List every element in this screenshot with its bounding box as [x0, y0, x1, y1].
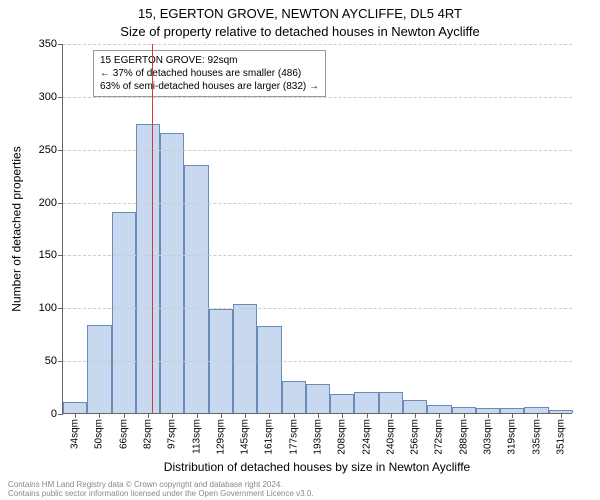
- gridline: [63, 44, 572, 45]
- xtick-label: 288sqm: [458, 419, 469, 455]
- xtick-mark: [318, 413, 319, 418]
- ytick-mark: [58, 308, 63, 309]
- xtick-mark: [197, 413, 198, 418]
- xtick-mark: [367, 413, 368, 418]
- histogram-bar: [306, 384, 330, 413]
- xtick-label: 97sqm: [167, 419, 178, 449]
- x-axis-label: Distribution of detached houses by size …: [62, 460, 572, 474]
- ytick-mark: [58, 97, 63, 98]
- gridline: [63, 97, 572, 98]
- annotation-line: ← 37% of detached houses are smaller (48…: [100, 67, 319, 80]
- annotation-line: 15 EGERTON GROVE: 92sqm: [100, 54, 319, 67]
- histogram-bar: [330, 394, 354, 413]
- footer-attribution: Contains HM Land Registry data © Crown c…: [8, 480, 314, 498]
- xtick-label: 50sqm: [94, 419, 105, 449]
- y-axis-label: Number of detached properties: [10, 44, 24, 414]
- xtick-mark: [488, 413, 489, 418]
- footer-line2: Contains public sector information licen…: [8, 489, 314, 498]
- xtick-label: 256sqm: [410, 419, 421, 455]
- xtick-mark: [99, 413, 100, 418]
- xtick-label: 335sqm: [531, 419, 542, 455]
- ytick-mark: [58, 414, 63, 415]
- xtick-label: 272sqm: [434, 419, 445, 455]
- xtick-mark: [148, 413, 149, 418]
- xtick-mark: [294, 413, 295, 418]
- xtick-mark: [269, 413, 270, 418]
- xtick-label: 82sqm: [143, 419, 154, 449]
- histogram-bar: [354, 392, 378, 413]
- histogram-bar: [282, 381, 306, 413]
- xtick-mark: [221, 413, 222, 418]
- xtick-mark: [342, 413, 343, 418]
- ytick-label: 50: [45, 355, 57, 367]
- xtick-mark: [415, 413, 416, 418]
- gridline: [63, 255, 572, 256]
- xtick-mark: [245, 413, 246, 418]
- histogram-bar: [427, 405, 451, 413]
- ytick-label: 300: [39, 91, 57, 103]
- xtick-label: 145sqm: [240, 419, 251, 455]
- histogram-bar: [379, 392, 403, 413]
- gridline: [63, 203, 572, 204]
- ytick-label: 350: [39, 38, 57, 50]
- xtick-mark: [537, 413, 538, 418]
- ytick-mark: [58, 361, 63, 362]
- xtick-mark: [464, 413, 465, 418]
- xtick-mark: [391, 413, 392, 418]
- xtick-mark: [439, 413, 440, 418]
- histogram-bar: [160, 133, 184, 413]
- xtick-mark: [75, 413, 76, 418]
- bars-layer: [63, 44, 572, 413]
- xtick-label: 193sqm: [313, 419, 324, 455]
- xtick-label: 303sqm: [483, 419, 494, 455]
- marker-line: [152, 44, 153, 413]
- gridline: [63, 308, 572, 309]
- gridline: [63, 361, 572, 362]
- xtick-label: 224sqm: [361, 419, 372, 455]
- xtick-label: 208sqm: [337, 419, 348, 455]
- xtick-label: 351sqm: [555, 419, 566, 455]
- xtick-label: 113sqm: [191, 419, 202, 454]
- xtick-label: 161sqm: [264, 419, 275, 455]
- ytick-label: 250: [39, 144, 57, 156]
- histogram-bar: [136, 124, 160, 413]
- ytick-label: 150: [39, 249, 57, 261]
- ytick-mark: [58, 44, 63, 45]
- ytick-mark: [58, 150, 63, 151]
- gridline: [63, 150, 572, 151]
- xtick-label: 319sqm: [507, 419, 518, 455]
- histogram-bar: [63, 402, 87, 413]
- chart-title-line1: 15, EGERTON GROVE, NEWTON AYCLIFFE, DL5 …: [0, 6, 600, 21]
- ytick-mark: [58, 255, 63, 256]
- ytick-label: 100: [39, 302, 57, 314]
- histogram-bar: [112, 212, 136, 413]
- ytick-label: 0: [51, 408, 57, 420]
- chart-container: 15, EGERTON GROVE, NEWTON AYCLIFFE, DL5 …: [0, 0, 600, 500]
- annotation-box: 15 EGERTON GROVE: 92sqm← 37% of detached…: [93, 50, 326, 97]
- annotation-line: 63% of semi-detached houses are larger (…: [100, 80, 319, 93]
- ytick-mark: [58, 203, 63, 204]
- plot-area: 15 EGERTON GROVE: 92sqm← 37% of detached…: [62, 44, 572, 414]
- xtick-label: 129sqm: [215, 419, 226, 455]
- histogram-bar: [233, 304, 257, 413]
- histogram-bar: [87, 325, 111, 413]
- xtick-label: 240sqm: [385, 419, 396, 455]
- chart-title-line2: Size of property relative to detached ho…: [0, 24, 600, 39]
- ytick-label: 200: [39, 197, 57, 209]
- histogram-bar: [403, 400, 427, 413]
- xtick-label: 177sqm: [288, 419, 299, 455]
- xtick-label: 66sqm: [118, 419, 129, 449]
- xtick-mark: [172, 413, 173, 418]
- histogram-bar: [257, 326, 281, 413]
- xtick-mark: [124, 413, 125, 418]
- xtick-label: 34sqm: [70, 419, 81, 449]
- footer-line1: Contains HM Land Registry data © Crown c…: [8, 480, 314, 489]
- xtick-mark: [512, 413, 513, 418]
- xtick-mark: [561, 413, 562, 418]
